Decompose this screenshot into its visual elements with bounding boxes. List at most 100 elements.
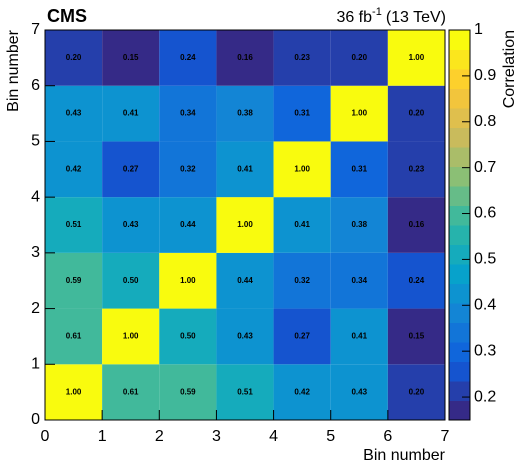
cell-label: 0.41 — [294, 220, 310, 229]
y-tick-label: 2 — [31, 300, 40, 317]
y-tick-label: 4 — [31, 188, 40, 205]
cell — [216, 141, 274, 198]
cell-label: 0.34 — [180, 109, 196, 118]
cell — [387, 141, 445, 198]
cell — [45, 30, 103, 86]
colorbar-band — [449, 303, 470, 323]
cell-label: 0.41 — [237, 164, 253, 173]
cell-label: 0.24 — [409, 276, 425, 285]
y-axis-label: Bin number — [5, 29, 22, 111]
annotation-prefix: 36 fb — [336, 9, 372, 26]
colorbar-label: Correlation — [501, 30, 518, 108]
cell — [45, 308, 103, 365]
cell — [330, 197, 388, 253]
cell-label: 0.20 — [409, 387, 425, 396]
x-tick-label: 2 — [155, 428, 164, 445]
cell — [330, 252, 388, 309]
x-tick-label: 6 — [383, 428, 392, 445]
colorbar-band — [449, 361, 470, 382]
cell — [216, 85, 274, 142]
cell — [330, 308, 388, 365]
x-tick-label: 4 — [269, 428, 278, 445]
cell — [45, 141, 103, 198]
cell-label: 0.23 — [409, 164, 425, 173]
cell-label: 0.27 — [123, 164, 139, 173]
cell-label: 0.32 — [294, 276, 310, 285]
colorbar-band — [449, 381, 470, 401]
cell — [159, 364, 217, 420]
cell-label: 0.42 — [66, 164, 82, 173]
colorbar-frame — [448, 29, 471, 421]
cell — [273, 197, 331, 253]
cell-label: 0.59 — [66, 276, 82, 285]
cell — [45, 197, 103, 253]
colorbar-band — [449, 108, 470, 128]
cell-label: 0.51 — [66, 220, 82, 229]
cell — [216, 308, 274, 365]
colorbar-band — [449, 342, 470, 362]
cell-label: 0.61 — [123, 387, 139, 396]
y-tick-label: 1 — [31, 356, 40, 373]
colorbar-band — [449, 30, 470, 50]
cell-label: 0.15 — [409, 332, 425, 341]
cell-label: 1.00 — [409, 53, 425, 62]
annotation: 36 fb-1 (13 TeV) — [336, 6, 446, 26]
colorbar-tick-label: 0.3 — [474, 342, 496, 359]
colorbar-band — [449, 205, 470, 226]
x-tick-label: 7 — [441, 428, 450, 445]
annotation-suffix: (13 TeV) — [386, 9, 446, 26]
cell — [273, 141, 331, 198]
cell — [330, 141, 388, 198]
colorbar-tick-label: 1 — [474, 21, 483, 38]
y-tick-label: 6 — [31, 77, 40, 94]
cell — [102, 85, 160, 142]
cell-label: 0.43 — [66, 109, 82, 118]
colorbar-band — [449, 69, 470, 89]
cell-label: 0.43 — [351, 387, 367, 396]
cell-label: 0.59 — [180, 387, 196, 396]
cell — [273, 85, 331, 142]
colorbar-tick-label: 0.7 — [474, 159, 496, 176]
colorbar-band — [449, 225, 470, 245]
cell-label: 0.31 — [351, 164, 367, 173]
cell-label: 1.00 — [123, 332, 139, 341]
cell — [159, 308, 217, 365]
cell-label: 0.43 — [237, 332, 253, 341]
x-axis-label: Bin number — [363, 447, 445, 464]
x-tick-label: 0 — [41, 428, 50, 445]
cell — [159, 30, 217, 86]
chart-title: CMS — [47, 6, 87, 26]
cell-label: 0.42 — [294, 387, 310, 396]
cell — [216, 30, 274, 86]
cell-label: 0.20 — [351, 53, 367, 62]
cell-label: 0.27 — [294, 332, 310, 341]
y-tick-label: 5 — [31, 133, 40, 150]
cell-label: 0.23 — [294, 53, 310, 62]
plot-frame — [44, 29, 446, 421]
cell — [216, 364, 274, 420]
colorbar-tick-label: 0.5 — [474, 251, 496, 268]
cell — [216, 252, 274, 309]
cell — [102, 252, 160, 309]
cell-label: 0.31 — [294, 109, 310, 118]
cell — [102, 30, 160, 86]
cell — [216, 197, 274, 253]
cell — [330, 85, 388, 142]
cell-label: 0.43 — [123, 220, 139, 229]
cell — [387, 197, 445, 253]
cell — [387, 252, 445, 309]
annotation-superscript: -1 — [372, 6, 382, 18]
colorbar-tick-label: 0.6 — [474, 205, 496, 222]
cell — [273, 252, 331, 309]
cell-label: 1.00 — [294, 164, 310, 173]
y-tick-label: 0 — [31, 411, 40, 428]
colorbar-tick-label: 0.9 — [474, 67, 496, 84]
cell-label: 1.00 — [237, 220, 253, 229]
cell — [102, 197, 160, 253]
cell — [159, 252, 217, 309]
cell-label: 0.34 — [351, 276, 367, 285]
cell — [45, 85, 103, 142]
cell — [330, 364, 388, 420]
colorbar-band — [449, 49, 470, 70]
cell-label: 0.32 — [180, 164, 196, 173]
